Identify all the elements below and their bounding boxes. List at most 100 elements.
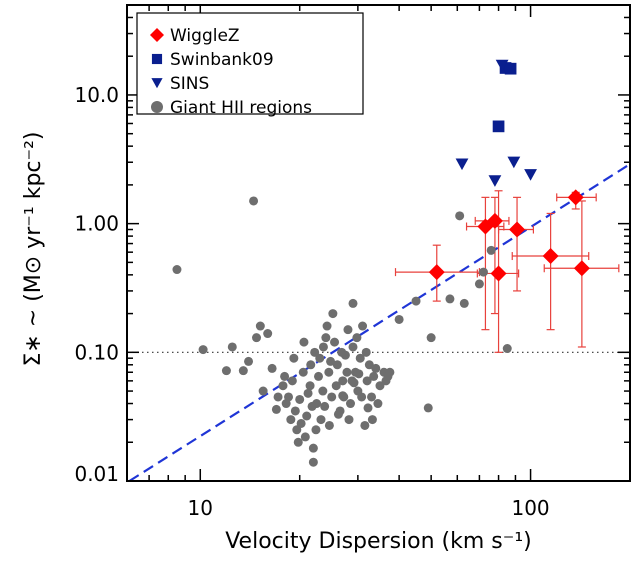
wigglez-point (567, 189, 584, 206)
giant-hii-regions-point (198, 345, 208, 355)
giant-hii-regions-point (455, 211, 465, 221)
x-tick-label: 100 (511, 496, 549, 520)
giant-hii-regions-point (348, 342, 358, 352)
giant-hii-regions-point (308, 457, 318, 467)
giant-hii-regions-point (284, 392, 294, 402)
legend-marker (151, 53, 163, 65)
sins-point (488, 175, 502, 187)
giant-hii-regions-point (316, 415, 326, 425)
wigglez-point (486, 212, 503, 229)
legend-marker (150, 28, 164, 42)
giant-hii-regions-point (321, 333, 331, 343)
giant-hii-regions-point (299, 337, 309, 347)
giant-hii-regions-point (315, 353, 325, 363)
giant-hii-regions-point (252, 333, 262, 343)
giant-hii-regions-point (337, 347, 347, 357)
wigglez-point (542, 248, 559, 265)
y-tick-label: 10.0 (74, 83, 119, 107)
giant-hii-regions-point (318, 342, 328, 352)
giant-hii-regions-point (343, 325, 353, 335)
giant-hii-regions-point (423, 403, 433, 413)
giant-hii-regions-point (331, 381, 341, 391)
giant-hii-regions-point (354, 369, 364, 379)
wigglez-point (428, 264, 445, 281)
giant-hii-regions-point (221, 366, 231, 376)
giant-hii-regions-point (302, 411, 312, 421)
giant-hii-regions-point (411, 296, 421, 306)
x-axis-label: Velocity Dispersion (km s⁻¹) (225, 529, 532, 554)
giant-hii-regions-point (355, 353, 365, 363)
giant-hii-regions-point (289, 353, 299, 363)
giant-hii-regions-point (318, 386, 328, 396)
giant-hii-regions-point (326, 356, 336, 366)
giant-hii-regions-point (300, 432, 310, 442)
giant-hii-regions-point (267, 363, 277, 373)
giant-hii-regions-point (322, 321, 332, 331)
reference-lines (127, 163, 630, 481)
giant-hii-regions-point (426, 333, 436, 343)
giant-hii-regions-point (172, 265, 182, 275)
giant-hii-regions-point (255, 321, 265, 331)
tick-labels: 10 100 0.01 0.10 1.00 10.0 (74, 83, 549, 520)
giant-hii-regions-point (344, 415, 354, 425)
sins-point (495, 59, 509, 72)
legend-marker (151, 78, 163, 89)
giant-hii-regions-point (367, 415, 377, 425)
giant-hii-regions-point (342, 367, 352, 377)
giant-hii-regions-point (486, 245, 496, 255)
giant-hii-regions-point (375, 381, 385, 391)
giant-hii-regions-point (249, 196, 259, 206)
giant-hii-regions-point (330, 337, 340, 347)
giant-hii-regions-point (244, 356, 254, 366)
giant-hii-regions-point (358, 321, 368, 331)
legend-label: Giant HII regions (170, 98, 312, 118)
legend: WiggleZ Swinbank09 SINS Giant HII regions (150, 26, 312, 118)
giant-hii-regions-point (303, 388, 313, 398)
giant-hii-regions-point (360, 420, 370, 430)
y-tick-label: 0.10 (74, 340, 119, 364)
swinbank09-point (504, 62, 517, 75)
giant-hii-regions-point (459, 298, 469, 308)
giant-hii-regions-point (296, 418, 306, 428)
giant-hii-regions-point (369, 371, 379, 381)
giant-hii-regions-point (307, 401, 317, 411)
fit-line-dashed (128, 163, 630, 481)
giant-hii-regions-point (238, 366, 248, 376)
giant-hii-regions-point (394, 314, 404, 324)
giant-hii-regions-point (324, 367, 334, 377)
giant-hii-regions-point (287, 376, 297, 386)
giant-hii-regions-point (352, 333, 362, 343)
giant-hii-regions-point (367, 392, 377, 402)
giant-hii-regions-point (313, 371, 323, 381)
giant-hii-regions-point (258, 386, 268, 396)
giant-hii-regions-point (311, 425, 321, 435)
giant-hii-regions-point (310, 347, 320, 357)
giant-hii-regions-point (271, 404, 281, 414)
giant-hii-regions-point (227, 342, 237, 352)
giant-hii-regions-point (280, 371, 290, 381)
giant-hii-regions-point (373, 399, 383, 409)
giant-hii-regions-point (332, 360, 342, 370)
giant-hii-regions-point (381, 376, 391, 386)
giant-hii-regions-point (328, 309, 338, 319)
giant-hii-regions-point (478, 267, 488, 277)
giant-hii-regions-point (333, 409, 343, 419)
sins-point (524, 169, 537, 181)
y-tick-label: 0.01 (74, 462, 119, 486)
y-tick-label: 1.00 (74, 212, 119, 236)
giant-hii-regions-point (292, 425, 302, 435)
giant-hii-regions-point (327, 392, 337, 402)
giant-hii-regions-point (286, 415, 296, 425)
giant-hii-regions-point (502, 344, 512, 354)
giant-hii-regions-point (305, 381, 315, 391)
giant-hii-regions-point (338, 376, 348, 386)
legend-label: SINS (170, 74, 209, 94)
giant-hii-regions-point (295, 394, 305, 404)
giant-hii-regions-point (361, 347, 371, 357)
giant-hii-regions-point (362, 376, 372, 386)
wigglez-point (490, 265, 507, 282)
giant-hii-regions-point (349, 378, 359, 388)
giant-hii-regions-point (385, 367, 395, 377)
